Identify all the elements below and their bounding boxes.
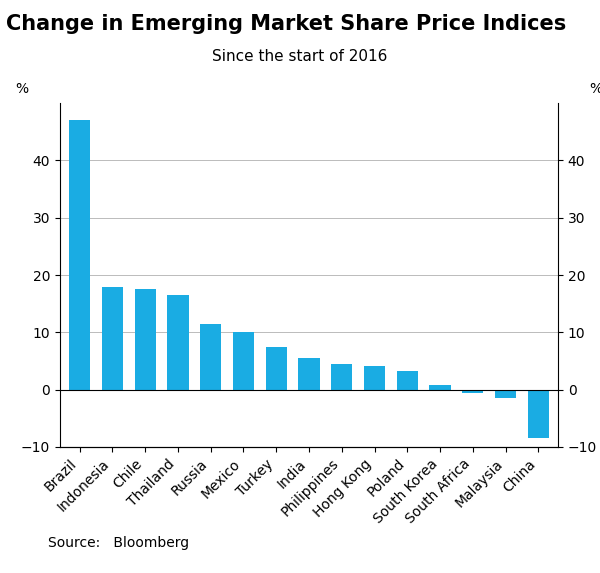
Text: %: %	[590, 83, 600, 96]
Bar	[527, 390, 549, 438]
Bar	[331, 364, 352, 390]
Bar	[134, 289, 156, 390]
Bar	[298, 358, 320, 390]
Text: Since the start of 2016: Since the start of 2016	[212, 49, 388, 64]
Bar	[266, 347, 287, 390]
Bar	[397, 371, 418, 390]
Bar	[364, 366, 385, 390]
Bar	[430, 385, 451, 390]
Bar	[233, 332, 254, 390]
Text: Source:   Bloomberg: Source: Bloomberg	[48, 536, 189, 550]
Text: %: %	[15, 83, 28, 96]
Text: Change in Emerging Market Share Price Indices: Change in Emerging Market Share Price In…	[6, 14, 566, 34]
Bar	[69, 120, 91, 390]
Bar	[102, 286, 123, 390]
Bar	[495, 390, 516, 398]
Bar	[462, 390, 484, 393]
Bar	[167, 295, 188, 390]
Bar	[200, 324, 221, 390]
